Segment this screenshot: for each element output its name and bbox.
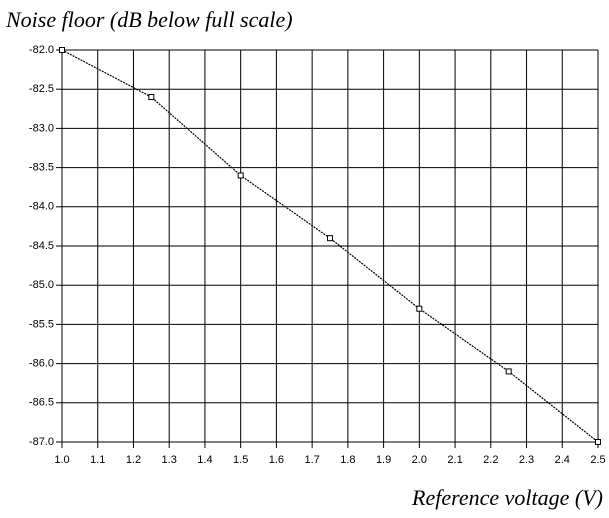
data-point [416, 305, 423, 312]
x-tick-label: 1.1 [90, 454, 105, 466]
x-tick-label: 1.2 [126, 454, 141, 466]
data-point [148, 94, 155, 101]
x-tick-label: 2.3 [519, 454, 534, 466]
data-point [237, 172, 244, 179]
x-tick-label: 2.4 [555, 454, 570, 466]
x-tick-label: 2.0 [412, 454, 427, 466]
x-tick-label: 1.9 [376, 454, 391, 466]
x-tick-label: 1.6 [269, 454, 284, 466]
x-axis-label: Reference voltage (V) [411, 485, 603, 510]
x-tick-label: 1.0 [54, 454, 69, 466]
data-point [327, 235, 333, 242]
y-tick-label: -84.5 [29, 240, 54, 252]
y-tick-label: -87.0 [29, 436, 54, 448]
y-tick-label: -85.5 [29, 318, 54, 330]
data-point [595, 439, 601, 445]
x-tick-label: 2.2 [483, 454, 498, 466]
y-tick-label: -84.0 [29, 201, 54, 213]
y-tick-label: -86.0 [29, 358, 54, 370]
data-point [59, 47, 65, 53]
x-tick-label: 2.1 [447, 454, 462, 466]
y-tick-label: -82.0 [29, 44, 54, 56]
x-tick-label: 2.5 [590, 454, 605, 466]
x-tick-label: 1.8 [340, 454, 355, 466]
y-tick-label: -86.5 [29, 397, 54, 409]
x-tick-label: 1.3 [162, 454, 177, 466]
y-tick-label: -82.5 [29, 83, 54, 95]
x-tick-label: 1.5 [233, 454, 248, 466]
y-tick-label: -83.5 [29, 162, 54, 174]
x-tick-label: 1.7 [304, 454, 319, 466]
x-tick-label: 1.4 [197, 454, 212, 466]
data-point [505, 368, 512, 375]
y-tick-label: -83.0 [29, 122, 54, 134]
y-tick-label: -85.0 [29, 279, 54, 291]
chart-title: Noise floor (dB below full scale) [5, 7, 293, 32]
